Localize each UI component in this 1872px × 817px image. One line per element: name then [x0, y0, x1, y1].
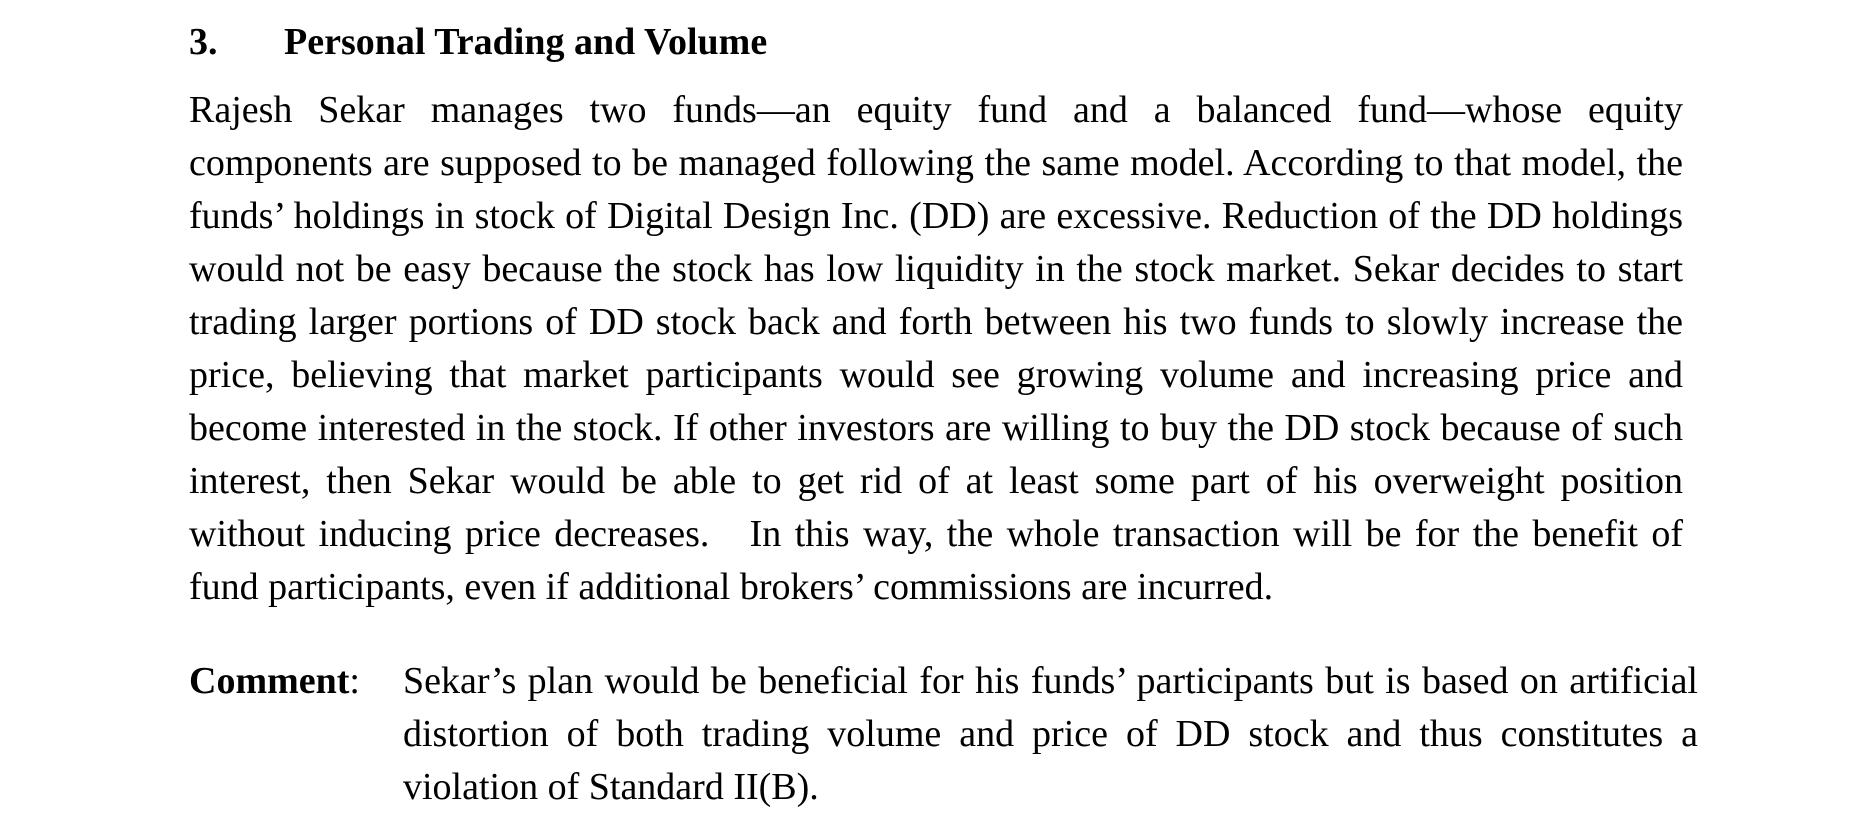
section-title: Personal Trading and Volume: [284, 21, 768, 63]
comment-label-colon: :: [349, 660, 360, 702]
comment-label: Comment:: [189, 655, 360, 708]
comment-text: Sekar’s plan would be beneficial for his…: [403, 660, 1698, 808]
case-paragraph: Rajesh Sekar manages two funds—an equity…: [189, 89, 1683, 608]
comment-label-text: Comment: [189, 660, 350, 702]
section-heading: 3. Personal Trading and Volume: [189, 12, 767, 72]
section-number: 3.: [189, 21, 218, 63]
